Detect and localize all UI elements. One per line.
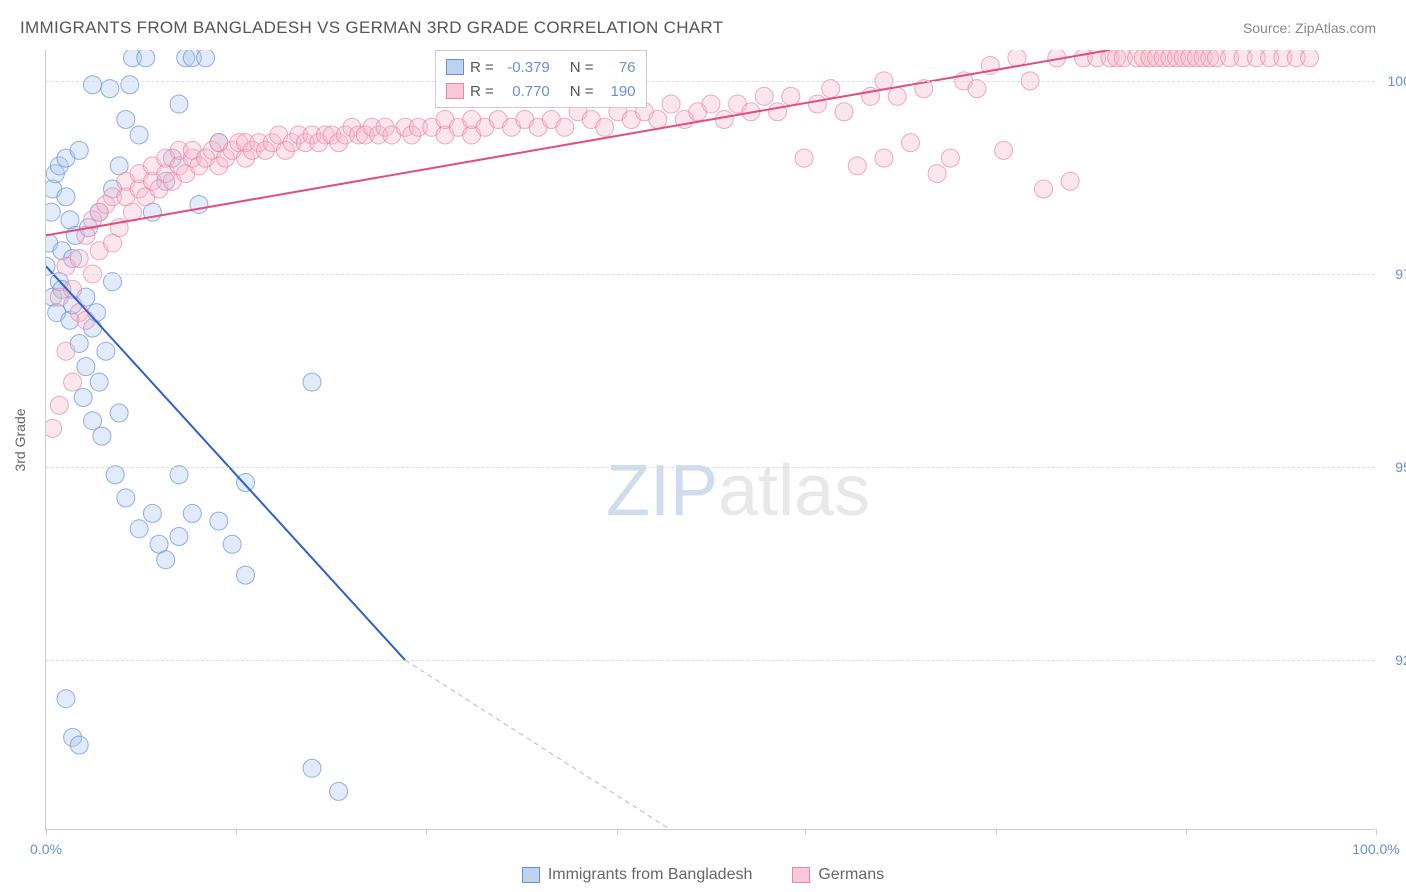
legend-item-bangladesh: Immigrants from Bangladesh: [522, 866, 753, 884]
swatch-germans: [446, 83, 464, 99]
correlation-row-bangladesh: R = -0.379 N = 76: [446, 55, 636, 79]
r-value-germans: 0.770: [500, 83, 550, 100]
r-label: R =: [470, 59, 494, 76]
x-tick-label: 100.0%: [1352, 841, 1399, 857]
y-tick-label: 97.5%: [1395, 266, 1406, 282]
y-tick-label: 92.5%: [1395, 652, 1406, 668]
x-tick-label: 0.0%: [30, 841, 62, 857]
source-label: Source:: [1243, 20, 1291, 36]
y-tick-label: 100.0%: [1388, 73, 1406, 89]
r-label: R =: [470, 83, 494, 100]
source-link[interactable]: ZipAtlas.com: [1295, 20, 1376, 36]
n-value-germans: 190: [600, 83, 636, 100]
chart-container: IMMIGRANTS FROM BANGLADESH VS GERMAN 3RD…: [0, 0, 1406, 892]
chart-title: IMMIGRANTS FROM BANGLADESH VS GERMAN 3RD…: [20, 18, 723, 38]
y-tick-label: 95.0%: [1395, 459, 1406, 475]
swatch-bangladesh: [446, 59, 464, 75]
chart-svg: [46, 50, 1375, 829]
correlation-legend: R = -0.379 N = 76 R = 0.770 N = 190: [435, 50, 647, 108]
legend-item-germans: Germans: [792, 866, 884, 884]
series-legend: Immigrants from Bangladesh Germans: [0, 866, 1406, 884]
legend-swatch-germans: [792, 867, 810, 883]
legend-label-germans: Germans: [818, 866, 884, 884]
legend-swatch-bangladesh: [522, 867, 540, 883]
n-label: N =: [570, 59, 594, 76]
correlation-row-germans: R = 0.770 N = 190: [446, 79, 636, 103]
y-axis-title: 3rd Grade: [12, 408, 28, 471]
source-attribution: Source: ZipAtlas.com: [1243, 20, 1376, 36]
n-label: N =: [570, 83, 594, 100]
n-value-bangladesh: 76: [600, 59, 636, 76]
plot-area: ZIPatlas 92.5%95.0%97.5%100.0%0.0%100.0%: [45, 50, 1375, 830]
legend-label-bangladesh: Immigrants from Bangladesh: [548, 866, 753, 884]
r-value-bangladesh: -0.379: [500, 59, 550, 76]
